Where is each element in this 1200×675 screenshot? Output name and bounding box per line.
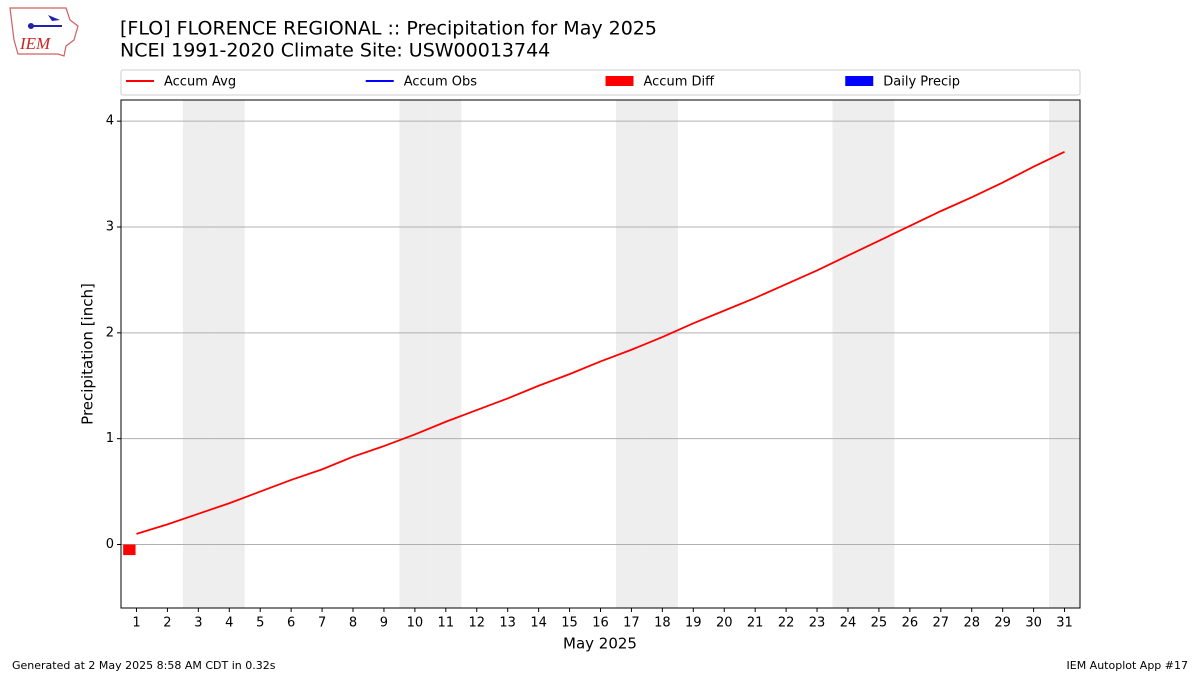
x-tick-label: 10 — [407, 616, 424, 631]
y-tick-label: 3 — [106, 220, 114, 235]
logo-text: IEM — [19, 34, 51, 53]
x-tick-label: 3 — [194, 616, 202, 631]
chart-title: [FLO] FLORENCE REGIONAL :: Precipitation… — [120, 18, 657, 40]
x-tick-label: 14 — [530, 616, 547, 631]
x-tick-label: 13 — [499, 616, 516, 631]
legend-swatch — [605, 76, 634, 86]
weekend-band — [1049, 100, 1080, 608]
plot-frame — [120, 99, 1081, 609]
x-tick-label: 20 — [716, 616, 733, 631]
series-line — [136, 151, 1065, 535]
x-tick-label: 19 — [685, 616, 702, 631]
weekend-band — [213, 100, 245, 608]
y-tick-label: 4 — [106, 114, 114, 129]
x-tick-label: 23 — [809, 616, 826, 631]
x-tick-label: 26 — [902, 616, 919, 631]
chart-subtitle: NCEI 1991-2020 Climate Site: USW00013744 — [120, 40, 550, 62]
x-tick-label: 2 — [163, 616, 171, 631]
legend-label: Accum Obs — [404, 75, 477, 90]
x-tick-label: 12 — [468, 616, 485, 631]
x-tick-label: 16 — [592, 616, 609, 631]
y-tick-label: 2 — [106, 325, 114, 340]
legend-box — [120, 69, 1081, 96]
y-tick-label: 1 — [106, 431, 114, 446]
series-bar — [123, 544, 136, 556]
legend-label: Accum Diff — [644, 75, 716, 90]
logo-outline — [9, 7, 79, 57]
x-tick-label: 11 — [438, 616, 455, 631]
weekend-band — [863, 100, 895, 608]
x-tick-label: 27 — [933, 616, 950, 631]
footer-right: IEM Autoplot App #17 — [1067, 659, 1189, 672]
x-tick-label: 31 — [1056, 616, 1073, 631]
x-tick-label: 28 — [963, 616, 980, 631]
weekend-band — [832, 100, 864, 608]
logo-vane — [48, 15, 60, 21]
legend-label: Accum Avg — [164, 75, 236, 90]
weekend-band — [182, 100, 214, 608]
x-tick-label: 7 — [318, 616, 326, 631]
legend-label: Daily Precip — [883, 75, 960, 90]
x-tick-label: 17 — [623, 616, 640, 631]
weekend-band — [399, 100, 431, 608]
x-tick-label: 22 — [778, 616, 795, 631]
x-tick-label: 29 — [994, 616, 1011, 631]
x-tick-label: 9 — [380, 616, 388, 631]
logo: IEM — [9, 7, 79, 57]
x-tick-label: 21 — [747, 616, 764, 631]
x-tick-label: 15 — [561, 616, 578, 631]
x-tick-label: 18 — [654, 616, 671, 631]
x-tick-label: 25 — [871, 616, 888, 631]
y-axis-label: Precipitation [inch] — [79, 283, 97, 425]
x-tick-label: 1 — [132, 616, 140, 631]
x-tick-label: 30 — [1025, 616, 1042, 631]
plot — [121, 100, 1080, 608]
x-tick-label: 4 — [225, 616, 233, 631]
y-tick-label: 0 — [106, 537, 114, 552]
x-tick-label: 6 — [287, 616, 295, 631]
x-axis-label: May 2025 — [563, 635, 637, 653]
x-tick-label: 8 — [349, 616, 357, 631]
x-tick-label: 5 — [256, 616, 264, 631]
weekend-band — [646, 100, 678, 608]
logo-dot — [28, 23, 34, 29]
legend-swatch — [845, 76, 874, 86]
weekend-band — [430, 100, 462, 608]
x-tick-label: 24 — [840, 616, 857, 631]
footer-left: Generated at 2 May 2025 8:58 AM CDT in 0… — [12, 659, 276, 672]
